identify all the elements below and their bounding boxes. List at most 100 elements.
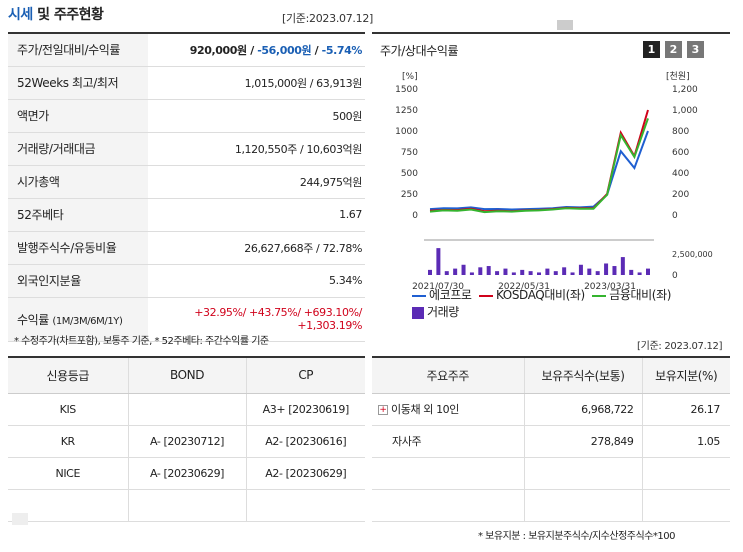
expand-icon[interactable]: + [378, 405, 388, 415]
col-header: 신용등급 [8, 357, 129, 394]
legend-volume: 거래량 [412, 303, 459, 320]
info-label: 시가총액 [8, 165, 148, 199]
left-tick-label: 250 [401, 190, 418, 200]
scroll-handle-2[interactable] [12, 513, 28, 525]
series-line-1 [429, 130, 649, 211]
volume-bar [478, 267, 483, 275]
chart-canvas: [%] [천원] 1500 1250 1000 750 500 250 0 1,200 1,000 8… [395, 71, 713, 292]
col-header: 보유지분(%) [642, 357, 730, 394]
left-tick-label: 1250 [395, 106, 418, 116]
volume-bar [587, 268, 592, 275]
volume-bar [578, 264, 583, 275]
right-tick-label: 400 [672, 169, 689, 179]
volume-bar [486, 266, 491, 275]
section-title: 시세 및 주주현황 [8, 4, 104, 24]
volume-bar [612, 266, 617, 275]
table-row: KR A- [20230712] A2- [20230616] [8, 425, 365, 458]
volume-bar [436, 248, 441, 275]
info-row-mktcap: 시가총액 244,975억원 [8, 165, 365, 199]
volume-bar [495, 271, 500, 275]
chart-tab-1[interactable]: 1 [643, 41, 660, 58]
legend-item: 금융대비(좌) [592, 288, 671, 302]
chart-legend: 에코프로 KOSDAQ대비(좌) 금융대비(좌) [412, 286, 671, 303]
info-row-par: 액면가 500원 [8, 99, 365, 133]
chart-panel: 주가/상대수익률 1 2 3 [%] [천원] 1500 1250 1000 750 500… [372, 32, 730, 324]
info-row-beta: 52주베타 1.67 [8, 198, 365, 232]
chart-tab-3[interactable]: 3 [687, 41, 704, 58]
table-row: 자사주 278,849 1.05 [372, 425, 730, 458]
footnote-bottom: * 보유지분 : 보유지분주식수/지수산정주식수*100 [478, 531, 675, 542]
info-value: 244,975억원 [148, 165, 365, 199]
reference-date-2: [기준: 2023.07.12] [637, 341, 723, 352]
table-row: + 이동채 외 10인 6,968,722 26.17 [372, 393, 730, 426]
volume-bar [537, 272, 541, 275]
info-value: 1.67 [148, 198, 365, 232]
x-tick-label: 2021/07/30 [412, 282, 464, 292]
chart-tab-2[interactable]: 2 [665, 41, 682, 58]
info-label: 52주베타 [8, 198, 148, 232]
info-value: +32.95%/ +43.75%/ +693.10%/+1,303.19% [148, 297, 365, 342]
col-header: 보유주식수(보통) [524, 357, 643, 394]
table-row: KIS A3+ [20230619] [8, 393, 365, 426]
volume-bar [545, 268, 550, 275]
credit-rating-table: 신용등급 BOND CP KIS A3+ [20230619] KR A- [202… [8, 356, 365, 522]
left-tick-label: 500 [401, 169, 418, 179]
right-tick-label: 1,000 [672, 106, 698, 116]
info-label: 주가/전일대비/수익률 [8, 33, 148, 67]
info-label: 52Weeks 최고/최저 [8, 66, 148, 100]
volume-bar [553, 271, 558, 275]
scroll-handle[interactable] [557, 20, 573, 30]
info-row-52w: 52Weeks 최고/최저 1,015,000원 / 63,913원 [8, 66, 365, 100]
chart-title: 주가/상대수익률 [380, 44, 459, 58]
volume-tick-zero: 0 [672, 271, 678, 281]
right-tick-label: 200 [672, 190, 689, 200]
right-tick-label: 600 [672, 148, 689, 158]
info-label: 외국인지분율 [8, 264, 148, 298]
title-highlight: 시세 [8, 7, 33, 23]
info-row-volume: 거래량/거래대금 1,120,550주 / 10,603억원 [8, 132, 365, 166]
col-header: 주요주주 [372, 357, 525, 394]
volume-bar [595, 271, 600, 275]
volume-bar [444, 271, 449, 275]
info-label: 액면가 [8, 99, 148, 133]
volume-bar [528, 271, 533, 275]
volume-bar [461, 264, 466, 275]
info-row-return: 수익률 (1M/3M/6M/1Y) +32.95%/ +43.75%/ +693… [8, 297, 365, 342]
info-value: 920,000원 / -56,000원 / -5.74% [148, 33, 365, 67]
table-row [8, 489, 365, 522]
right-axis-unit: [천원] [666, 71, 690, 82]
left-tick-label: 750 [401, 148, 418, 158]
info-value: 5.34% [148, 264, 365, 298]
right-tick-label: 0 [672, 211, 678, 221]
volume-bar [511, 272, 516, 275]
volume-bar [646, 268, 650, 275]
left-axis-unit: [%] [402, 72, 418, 82]
volume-bar [469, 272, 474, 275]
right-tick-label: 800 [672, 127, 689, 137]
volume-bar [620, 257, 625, 275]
volume-bar [570, 272, 575, 275]
info-row-foreign: 외국인지분율 5.34% [8, 264, 365, 298]
col-header: BOND [128, 357, 247, 394]
left-tick-label: 1500 [395, 85, 418, 95]
info-row-price: 주가/전일대비/수익률 920,000원 / -56,000원 / -5.74% [8, 33, 365, 67]
x-tick-label: 2023/03/31 [584, 282, 636, 292]
footnote-left: * 수정주가(차트포함), 보통주 기준, * 52주베타: 주간수익률 기준 [14, 336, 269, 347]
volume-bar [520, 269, 525, 275]
shareholder-name[interactable]: + 이동채 외 10인 [372, 393, 525, 426]
volume-bar [453, 268, 458, 275]
info-row-shares: 발행주식수/유동비율 26,627,668주 / 72.78% [8, 231, 365, 265]
volume-bar [637, 272, 642, 275]
col-header: CP [246, 357, 365, 394]
right-tick-label: 1,200 [672, 85, 698, 95]
legend-item: KOSDAQ대비(좌) [478, 288, 585, 302]
title-rest: 및 주주현황 [32, 7, 104, 23]
legend-item: 에코프로 [412, 288, 472, 302]
info-value: 26,627,668주 / 72.78% [148, 231, 365, 265]
reference-date: [기준:2023.07.12] [282, 12, 374, 25]
table-row [372, 457, 730, 490]
x-tick-label: 2022/05/31 [498, 282, 550, 292]
volume-bar [428, 269, 432, 275]
volume-bar [629, 269, 634, 275]
info-label: 발행주식수/유동비율 [8, 231, 148, 265]
